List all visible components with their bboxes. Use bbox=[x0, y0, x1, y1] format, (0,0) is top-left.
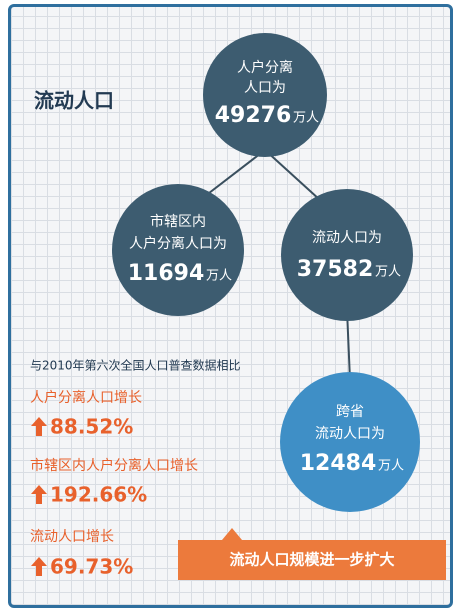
comparison-heading: 与2010年第六次全国人口普查数据相比 bbox=[30, 358, 241, 373]
node-unit: 万人 bbox=[206, 269, 232, 284]
node-circle bbox=[281, 189, 413, 321]
connector bbox=[199, 149, 266, 201]
node-text: 人户分离人口为 bbox=[129, 235, 227, 252]
arrow-icon bbox=[31, 417, 47, 436]
node-circle bbox=[203, 33, 327, 157]
node-text: 流动人口为 bbox=[312, 230, 382, 246]
connector bbox=[346, 309, 351, 381]
connector bbox=[264, 149, 321, 201]
arrow-icon bbox=[31, 485, 47, 504]
node-number: 11694 bbox=[128, 261, 205, 286]
connectors bbox=[199, 149, 351, 381]
node-number: 37582 bbox=[297, 257, 374, 282]
node-text: 跨省 bbox=[336, 404, 364, 420]
node-text: 人口为 bbox=[244, 80, 286, 96]
node-unit: 万人 bbox=[293, 111, 319, 126]
node-text: 人户分离 bbox=[237, 59, 293, 76]
node-number: 12484 bbox=[300, 451, 377, 476]
stat-value: 88.52% bbox=[50, 415, 133, 439]
node-number: 49276 bbox=[215, 103, 292, 128]
node-text: 市辖区内 bbox=[150, 213, 206, 230]
stat-value: 192.66% bbox=[50, 483, 147, 507]
node-text: 流动人口为 bbox=[315, 426, 385, 442]
node-circle bbox=[112, 184, 244, 316]
banner-text: 流动人口规模进一步扩大 bbox=[229, 551, 394, 569]
node-unit: 万人 bbox=[378, 459, 404, 474]
title: 流动人口 bbox=[34, 89, 114, 113]
stat-label: 人户分离人口增长 bbox=[30, 389, 142, 406]
node-circle bbox=[280, 372, 420, 512]
stat-label: 流动人口增长 bbox=[30, 529, 114, 545]
arrow-icon bbox=[31, 557, 47, 576]
stat-label: 市辖区内人户分离人口增长 bbox=[30, 457, 198, 474]
stat-value: 69.73% bbox=[50, 555, 133, 579]
node-unit: 万人 bbox=[375, 265, 401, 280]
banner bbox=[178, 528, 446, 580]
